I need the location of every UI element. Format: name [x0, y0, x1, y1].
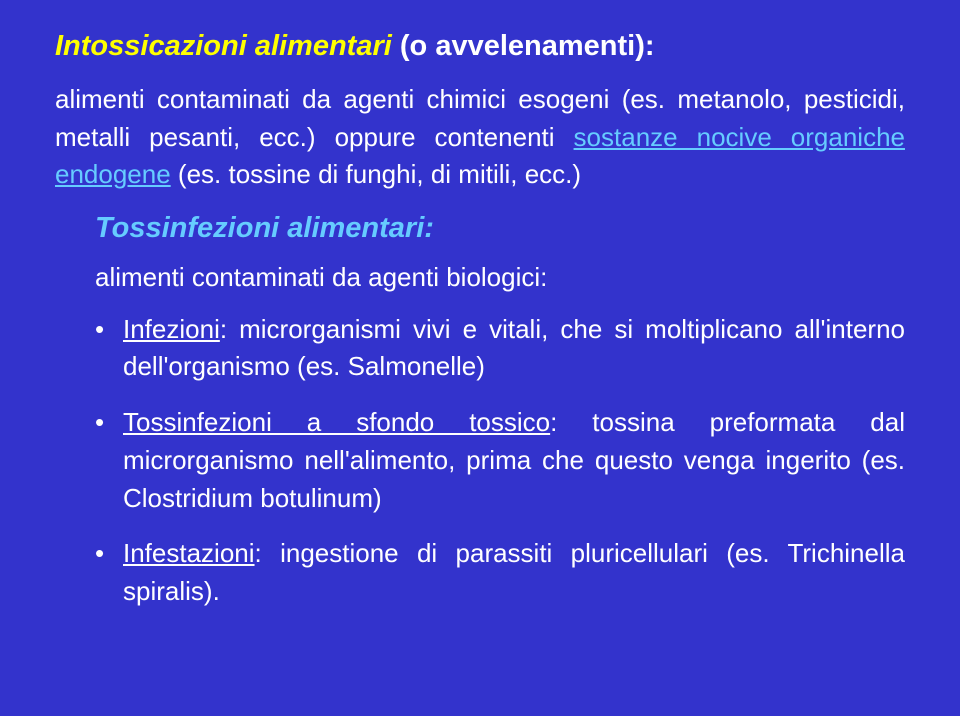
para1-tail: (es. tossine di funghi, di mitili, ecc.) [171, 159, 581, 189]
list-item: Tossinfezioni a sfondo tossico: tossina … [95, 404, 905, 517]
title-rest: (o avvelenamenti): [392, 30, 655, 62]
bullet-list: Infezioni: microrganismi vivi e vitali, … [95, 311, 905, 611]
subtitle: Tossinfezioni alimentari: [95, 212, 905, 245]
slide-title: Intossicazioni alimentari (o avvelenamen… [55, 30, 905, 63]
bullet-underline: Infestazioni [123, 538, 255, 568]
paragraph-1: alimenti contaminati da agenti chimici e… [55, 81, 905, 194]
paragraph-2: alimenti contaminati da agenti biologici… [95, 259, 905, 297]
list-item: Infestazioni: ingestione di parassiti pl… [95, 535, 905, 610]
title-highlight: Intossicazioni alimentari [55, 30, 392, 62]
list-item: Infezioni: microrganismi vivi e vitali, … [95, 311, 905, 386]
bullet-underline: Tossinfezioni a sfondo tossico [123, 407, 550, 437]
bullet-underline: Infezioni [123, 314, 220, 344]
bullet-rest: : microrganismi vivi e vitali, che si mo… [123, 314, 905, 382]
